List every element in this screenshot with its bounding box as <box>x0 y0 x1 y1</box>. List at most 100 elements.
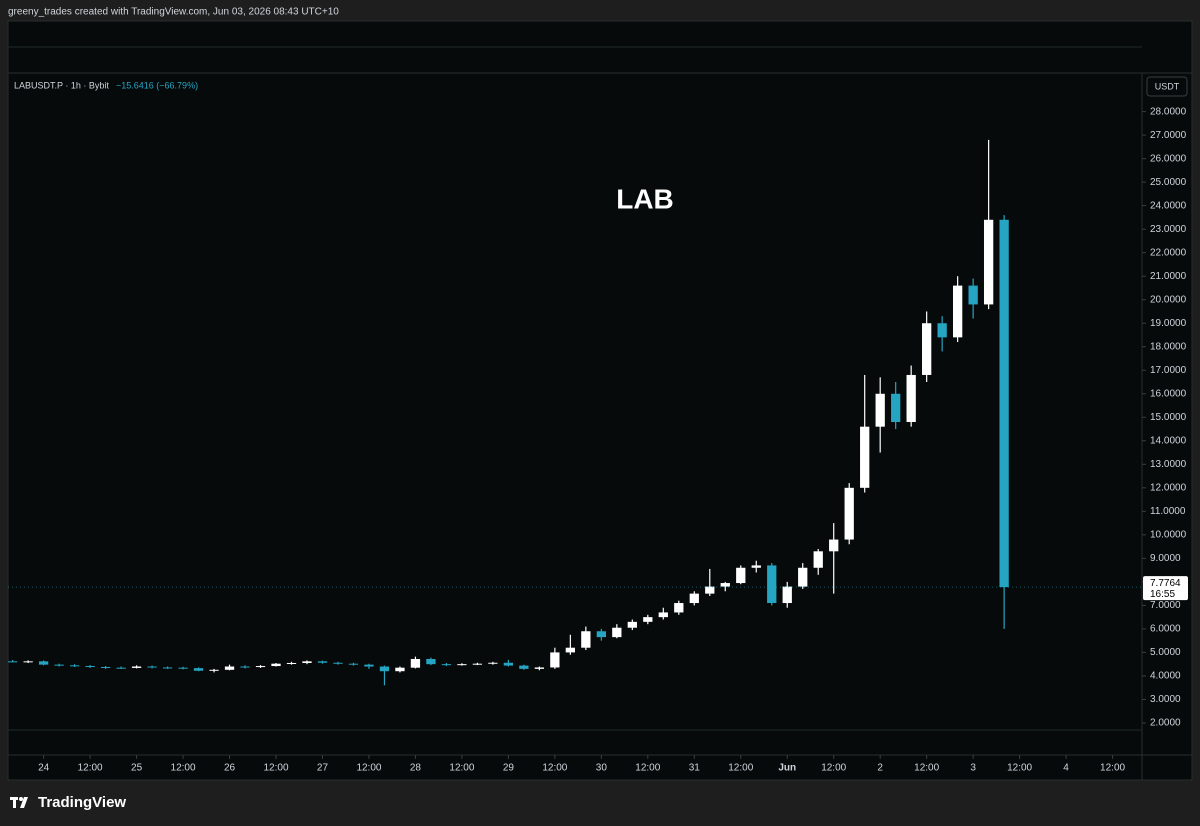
candle-body <box>829 539 839 552</box>
change-label: −15.6416 (−66.79%) <box>116 80 198 90</box>
y-tick-label: 12.0000 <box>1150 482 1187 493</box>
currency-label[interactable]: USDT <box>1155 81 1180 91</box>
candle-body <box>364 664 374 667</box>
candle-body <box>798 567 808 587</box>
x-tick-label: 2 <box>877 763 883 774</box>
y-tick-label: 25.0000 <box>1150 177 1187 188</box>
candle-body <box>472 663 483 665</box>
candle-body <box>736 567 746 584</box>
x-tick-label: 28 <box>410 763 422 774</box>
x-tick-label: 12:00 <box>542 763 567 774</box>
y-tick-label: 2.0000 <box>1150 718 1181 729</box>
x-tick-label: 27 <box>317 763 329 774</box>
candle-body <box>519 665 529 669</box>
candle-body <box>581 631 591 648</box>
candle-body <box>286 662 297 664</box>
candle-body <box>116 667 126 669</box>
candle-body <box>813 551 823 568</box>
candle-body <box>503 662 514 666</box>
y-tick-label: 10.0000 <box>1150 529 1187 540</box>
x-tick-label: 31 <box>689 763 701 774</box>
candle-body <box>658 612 668 618</box>
candle-body <box>596 631 606 638</box>
x-tick-label: 24 <box>38 763 50 774</box>
y-tick-label: 14.0000 <box>1150 435 1187 446</box>
y-tick-label: 6.0000 <box>1150 624 1181 635</box>
candle-body <box>891 393 901 422</box>
y-tick-label: 19.0000 <box>1150 318 1187 329</box>
x-tick-label: 12:00 <box>171 763 196 774</box>
candle-body <box>705 586 715 594</box>
y-tick-label: 16.0000 <box>1150 388 1187 399</box>
logo-part <box>19 797 23 801</box>
candle-body <box>193 668 204 671</box>
y-tick-label: 20.0000 <box>1150 294 1187 305</box>
candle-body <box>426 658 436 665</box>
candle-body <box>302 661 312 663</box>
candle-body <box>348 663 359 665</box>
logo-part <box>20 797 28 808</box>
x-tick-label: 29 <box>503 763 515 774</box>
candle-body <box>224 666 235 670</box>
candle-body <box>488 662 498 664</box>
candle-body <box>162 667 173 669</box>
header-text: greeny_trades created with TradingView.c… <box>8 7 339 18</box>
x-tick-label: 12:00 <box>78 763 103 774</box>
candle-body <box>333 662 343 664</box>
candle-body <box>379 666 390 672</box>
last-price-box <box>1143 576 1188 601</box>
candle-body <box>627 621 637 628</box>
candle-body <box>751 565 761 568</box>
candle-body <box>550 652 560 668</box>
y-tick-label: 26.0000 <box>1150 153 1187 164</box>
y-tick-label: 5.0000 <box>1150 647 1181 658</box>
x-tick-label: 12:00 <box>449 763 474 774</box>
candle-body <box>953 285 963 338</box>
y-tick-label: 23.0000 <box>1150 224 1187 235</box>
x-tick-label: 25 <box>131 763 143 774</box>
x-tick-label: 12:00 <box>914 763 939 774</box>
y-tick-label: 9.0000 <box>1150 553 1181 564</box>
candle-body <box>410 658 421 668</box>
candle-body <box>240 666 250 668</box>
countdown-label: 16:55 <box>1150 589 1175 600</box>
candle-body <box>23 661 33 663</box>
candle-body <box>906 374 916 422</box>
x-tick-label: 12:00 <box>263 763 288 774</box>
x-tick-label: 26 <box>224 763 236 774</box>
brand: TradingView <box>38 794 126 811</box>
y-tick-label: 22.0000 <box>1150 247 1187 258</box>
x-tick-label: 12:00 <box>356 763 381 774</box>
candle-body <box>54 664 64 666</box>
candle-body <box>643 617 653 622</box>
x-tick-label: 12:00 <box>728 763 753 774</box>
last-price-label: 7.7764 <box>1150 578 1181 589</box>
candle-body <box>178 667 188 669</box>
annotation: LAB <box>616 183 674 214</box>
candle-body <box>457 664 467 666</box>
y-tick-label: 21.0000 <box>1150 271 1187 282</box>
candle-body <box>968 285 978 305</box>
logo-part <box>13 797 16 808</box>
x-tick-label: 4 <box>1063 763 1069 774</box>
x-tick-label: Jun <box>778 763 796 774</box>
y-tick-label: 24.0000 <box>1150 200 1187 211</box>
y-tick-label: 18.0000 <box>1150 341 1187 352</box>
y-tick-label: 3.0000 <box>1150 694 1181 705</box>
candle-body <box>317 661 328 663</box>
x-tick-label: 30 <box>596 763 608 774</box>
candle-body <box>922 323 932 375</box>
candle-body <box>689 593 699 604</box>
candle-body <box>565 647 575 653</box>
y-tick-label: 15.0000 <box>1150 412 1187 423</box>
candle-body <box>441 664 452 666</box>
y-tick-label: 17.0000 <box>1150 365 1187 376</box>
currency-button[interactable] <box>1146 76 1188 97</box>
footer: TradingView <box>10 794 126 811</box>
candle-body <box>875 393 885 427</box>
plot: 2.00003.00004.00005.00006.00007.00008.00… <box>8 106 1188 774</box>
candle-body <box>860 426 870 488</box>
x-tick-label: 12:00 <box>1007 763 1032 774</box>
